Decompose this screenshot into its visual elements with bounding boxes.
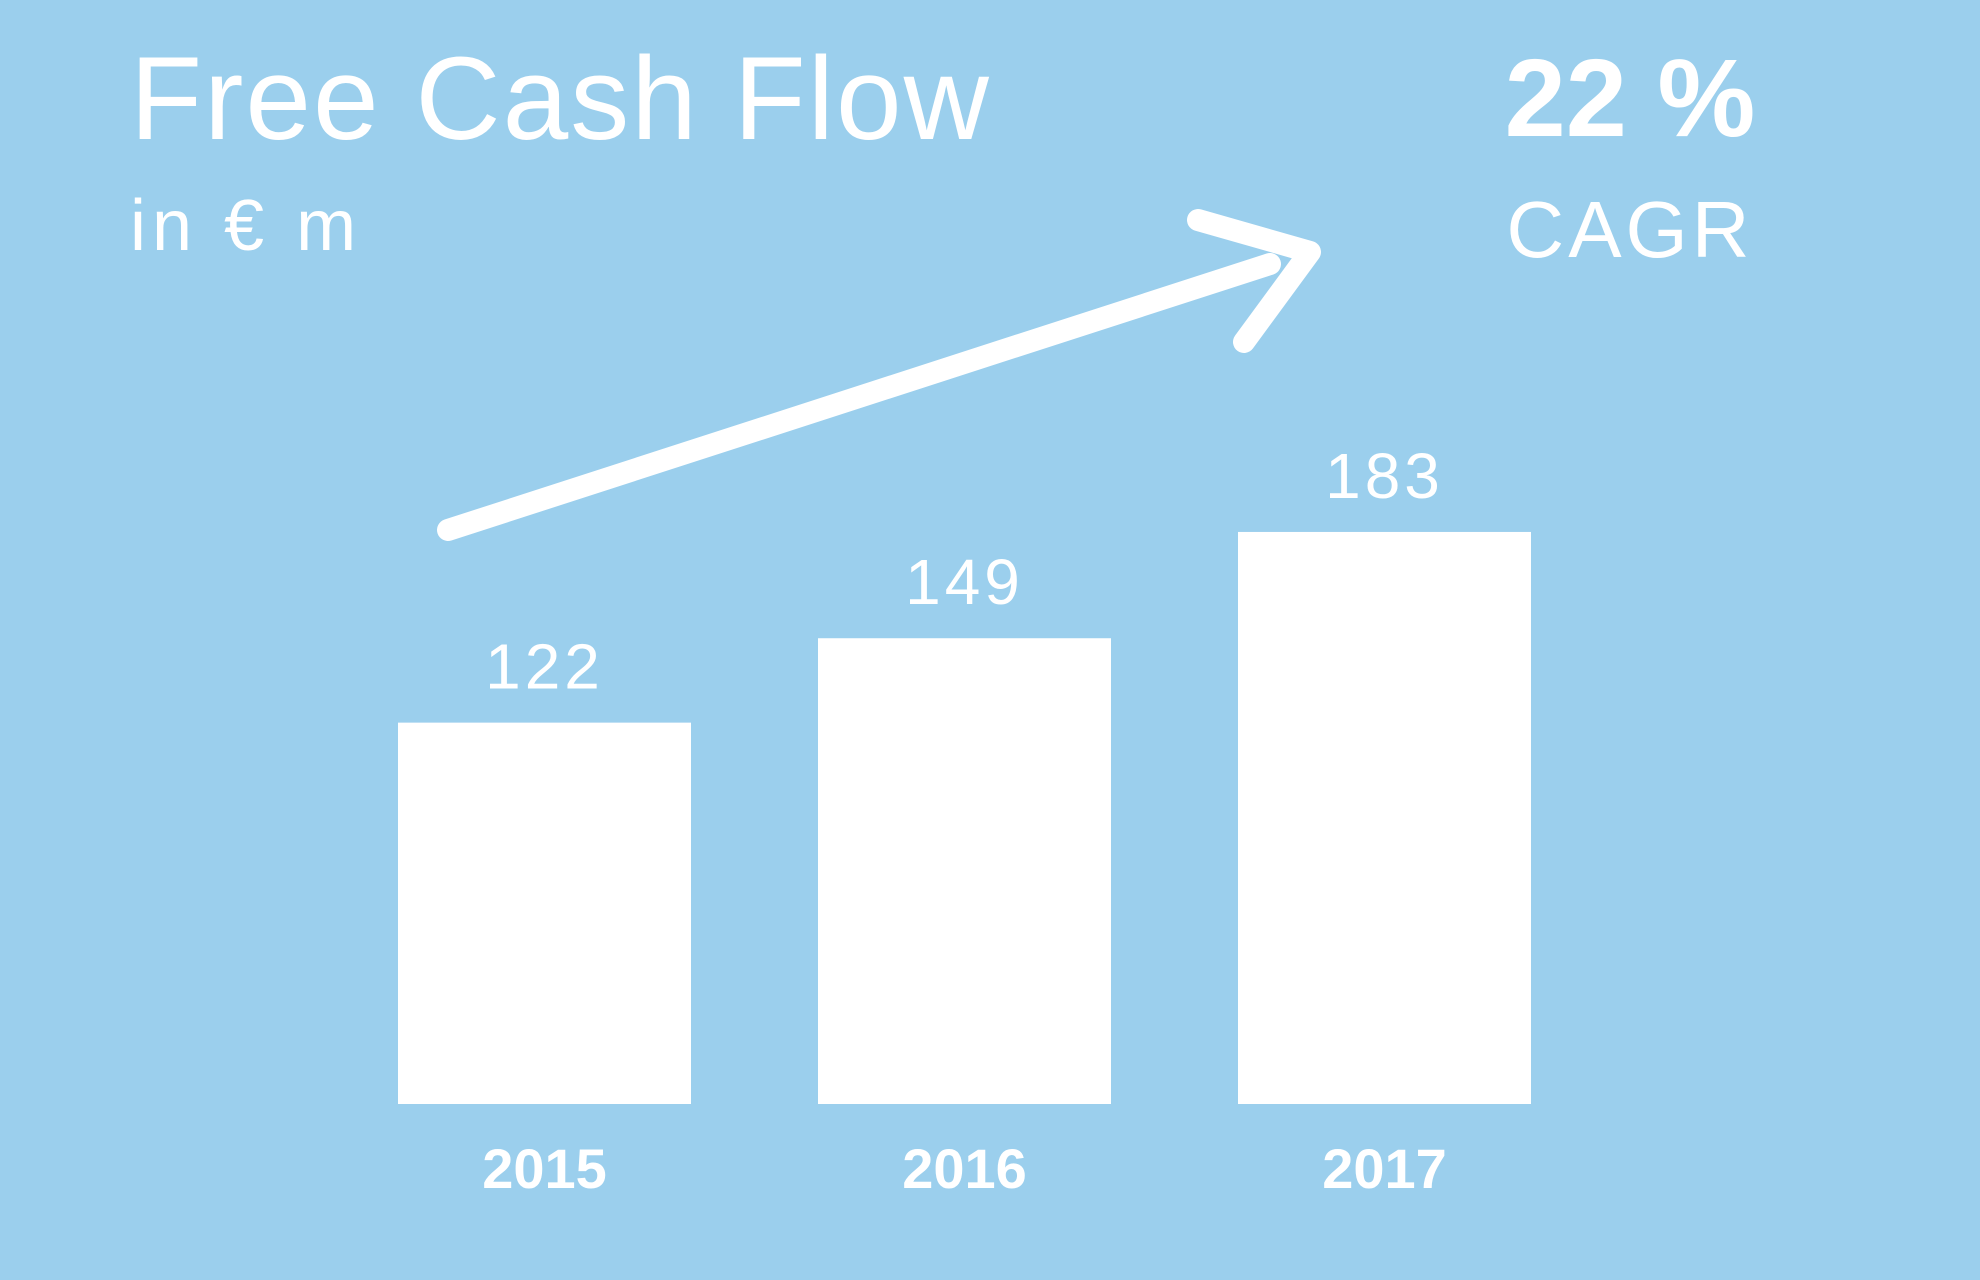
chart-subtitle: in € m (130, 186, 363, 266)
cagr-label: CAGR (1506, 185, 1754, 274)
x-tick-2017: 2017 (1322, 1137, 1447, 1200)
value-label-2016: 149 (905, 546, 1024, 618)
bar-2015 (398, 722, 691, 1104)
x-tick-2015: 2015 (482, 1137, 607, 1200)
trend-arrow-icon (437, 209, 1321, 541)
value-label-2017: 183 (1325, 440, 1444, 512)
x-tick-2016: 2016 (902, 1137, 1027, 1200)
chart-title: Free Cash Flow (130, 33, 991, 165)
cagr-value: 22 % (1504, 37, 1756, 160)
value-label-2015: 122 (485, 631, 604, 703)
bar-2017 (1238, 531, 1531, 1104)
bar-2016 (818, 638, 1111, 1104)
